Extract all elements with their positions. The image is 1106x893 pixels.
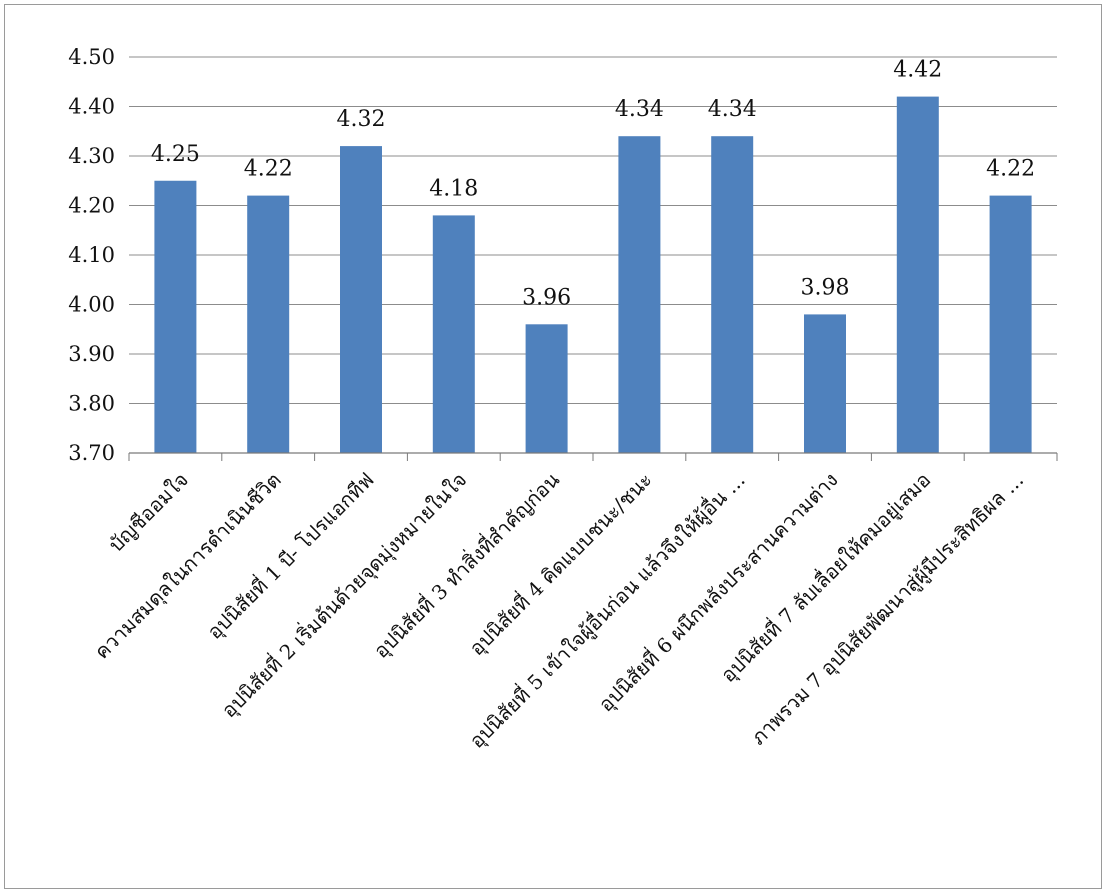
data-label: 4.32 bbox=[337, 107, 386, 132]
bar bbox=[711, 136, 754, 453]
y-tick-label: 4.20 bbox=[68, 194, 115, 218]
data-labels: 4.25 4.22 4.32 4.18 3.96 4.34 4.34 3.98 4.42 4.22 bbox=[151, 58, 1035, 311]
data-label: 4.22 bbox=[244, 157, 293, 182]
y-tick-label: 4.50 bbox=[68, 45, 115, 69]
bar bbox=[247, 195, 290, 453]
y-tick-label: 4.30 bbox=[68, 144, 115, 168]
data-label: 4.34 bbox=[615, 97, 664, 122]
data-label: 3.98 bbox=[801, 275, 850, 300]
y-tick-label: 3.70 bbox=[68, 441, 115, 465]
bar-chart: 3.70 3.80 3.90 4.00 4.10 4.20 4.30 4.40 4.50 4.2… bbox=[68, 45, 1058, 754]
data-label: 4.25 bbox=[151, 142, 200, 167]
data-label: 4.18 bbox=[429, 176, 478, 201]
category-label: อุปนิสัยที่ 4 คิดแบบชนะ/ชนะ bbox=[463, 466, 658, 661]
data-label: 4.34 bbox=[708, 97, 757, 122]
bar bbox=[432, 215, 475, 453]
y-tick-label: 4.10 bbox=[68, 243, 115, 267]
bar bbox=[525, 324, 568, 453]
y-tick-label: 4.40 bbox=[68, 95, 115, 119]
y-tick-label: 4.00 bbox=[68, 293, 115, 317]
bar bbox=[154, 180, 197, 453]
category-label: อุปนิสัยที่ 3 ทำสิ่งที่สำคัญก่อน bbox=[367, 466, 565, 664]
data-label: 4.22 bbox=[986, 157, 1035, 182]
data-label: 4.42 bbox=[893, 58, 942, 83]
bar bbox=[804, 314, 846, 453]
data-label: 3.96 bbox=[522, 285, 571, 310]
category-label: อุปนิสัยที่ 1 บี- โปรแอกทีฟ bbox=[201, 466, 379, 644]
chart-frame: 3.70 3.80 3.90 4.00 4.10 4.20 4.30 4.40 4.50 4.2… bbox=[4, 4, 1102, 889]
bar-series bbox=[154, 96, 1032, 453]
category-labels: บัญชีออมใจความสมดุลในการดำเนินชีวิตอุปนิ… bbox=[90, 466, 1029, 754]
category-label: ความสมดุลในการดำเนินชีวิต bbox=[90, 468, 287, 665]
bar bbox=[989, 195, 1032, 453]
y-tick-label: 3.80 bbox=[68, 392, 115, 416]
bar bbox=[340, 146, 382, 453]
bar bbox=[896, 96, 939, 453]
y-tick-label: 3.90 bbox=[68, 342, 115, 366]
x-axis bbox=[128, 452, 1058, 461]
category-label: บัญชีออมใจ bbox=[104, 468, 193, 557]
bar bbox=[618, 136, 661, 453]
y-tick-labels: 3.70 3.80 3.90 4.00 4.10 4.20 4.30 4.40 4.50 bbox=[68, 45, 115, 465]
